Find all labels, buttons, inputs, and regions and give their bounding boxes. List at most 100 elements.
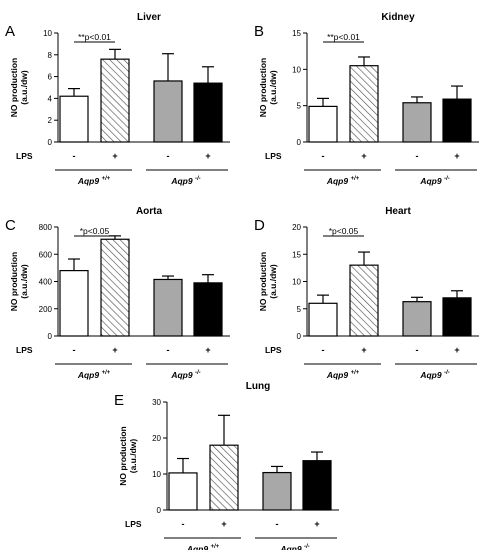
- y-tick-label: 30: [152, 398, 161, 407]
- genotype-label-ko: Aqp9 -/-: [419, 370, 449, 380]
- significance-label: *p<0.05: [329, 226, 359, 236]
- treatment-label: -: [73, 345, 76, 355]
- significance-label: **p<0.01: [78, 32, 111, 42]
- genotype-label-wt: Aqp9 +/+: [77, 176, 111, 186]
- treatment-label: +: [112, 345, 117, 355]
- treatment-label: -: [167, 345, 170, 355]
- panel-letter: C: [5, 217, 16, 234]
- genotype-label-ko: Aqp9 -/-: [279, 544, 309, 550]
- genotype-label-wt: Aqp9 +/+: [77, 370, 111, 380]
- y-tick-label: 10: [292, 278, 301, 287]
- treatment-label: +: [205, 151, 210, 161]
- significance-label: **p<0.01: [327, 32, 360, 42]
- panel-liver: A Liver NO production(a.u./dw) 0 2 4 6 8 10 **p<0…: [5, 12, 230, 186]
- bar: [153, 278, 183, 337]
- y-tick-label: 10: [292, 65, 301, 74]
- y-tick-label: 0: [297, 138, 302, 147]
- bar: [442, 297, 472, 337]
- panel-title: Heart: [385, 206, 411, 217]
- treatment-label: -: [322, 151, 325, 161]
- panel-title: Liver: [137, 12, 161, 23]
- treatment-label: -: [167, 151, 170, 161]
- bar: [59, 95, 89, 143]
- treatment-label: -: [416, 345, 419, 355]
- bar: [349, 65, 379, 143]
- treatment-label: +: [361, 345, 366, 355]
- genotype-label-ko: Aqp9 -/-: [170, 370, 200, 380]
- panel-aorta: C Aorta NO production(a.u./dw) 0 200 400 600 80…: [5, 206, 230, 380]
- y-tick-label: 4: [48, 94, 53, 103]
- y-axis-label: NO production(a.u./dw): [9, 252, 29, 312]
- y-tick-label: 2: [48, 116, 53, 125]
- panel-title: Aorta: [136, 206, 163, 217]
- y-tick-label: 15: [292, 29, 301, 38]
- y-tick-label: 0: [48, 138, 53, 147]
- treatment-label: +: [314, 519, 319, 529]
- y-tick-label: 6: [48, 73, 53, 82]
- bar: [168, 472, 198, 511]
- y-tick-label: 200: [39, 305, 53, 314]
- y-tick-label: 10: [152, 470, 161, 479]
- lps-label: LPS: [265, 345, 282, 355]
- treatment-label: -: [416, 151, 419, 161]
- treatment-label: +: [205, 345, 210, 355]
- bar: [153, 80, 183, 143]
- panel-heart: D Heart NO production(a.u./dw) 0 5 10 15 20 *p<0…: [254, 206, 479, 380]
- y-tick-label: 10: [43, 29, 52, 38]
- genotype-label-ko: Aqp9 -/-: [170, 176, 200, 186]
- y-tick-label: 0: [157, 506, 162, 515]
- lps-label: LPS: [265, 151, 282, 161]
- bar: [302, 460, 332, 511]
- panel-letter: E: [114, 392, 124, 409]
- y-axis-label: NO production(a.u./dw): [258, 58, 278, 118]
- panel-lung: E Lung NO production(a.u./dw) 0 10 20 30 LPS - + -…: [114, 381, 339, 550]
- significance-label: *p<0.05: [80, 226, 110, 236]
- treatment-label: -: [73, 151, 76, 161]
- genotype-label-wt: Aqp9 +/+: [326, 370, 360, 380]
- bar: [193, 282, 223, 337]
- y-tick-label: 0: [48, 332, 53, 341]
- bar: [193, 82, 223, 143]
- panel-kidney: B Kidney NO production(a.u./dw) 0 5 10 15 **p<0…: [254, 12, 479, 186]
- panel-title: Kidney: [381, 12, 415, 23]
- genotype-label-wt: Aqp9 +/+: [326, 176, 360, 186]
- y-tick-label: 5: [297, 102, 302, 111]
- genotype-label-wt: Aqp9 +/+: [186, 544, 220, 550]
- bar: [402, 301, 432, 337]
- panel-letter: B: [254, 23, 264, 40]
- y-tick-label: 5: [297, 305, 302, 314]
- treatment-label: +: [361, 151, 366, 161]
- bar: [100, 238, 130, 337]
- bar: [59, 270, 89, 337]
- y-tick-label: 800: [39, 223, 53, 232]
- bar: [308, 302, 338, 337]
- bar: [262, 471, 292, 511]
- lps-label: LPS: [16, 151, 33, 161]
- y-axis-label: NO production(a.u./dw): [9, 58, 29, 118]
- treatment-label: -: [276, 519, 279, 529]
- bar: [402, 102, 432, 143]
- bar: [442, 98, 472, 143]
- y-tick-label: 400: [39, 278, 53, 287]
- bar: [308, 105, 338, 143]
- y-axis-label: NO production(a.u./dw): [118, 426, 138, 486]
- treatment-label: +: [454, 151, 459, 161]
- treatment-label: -: [322, 345, 325, 355]
- panel-letter: D: [254, 217, 265, 234]
- treatment-label: +: [221, 519, 226, 529]
- y-tick-label: 20: [292, 223, 301, 232]
- bar: [349, 264, 379, 337]
- y-tick-label: 15: [292, 250, 301, 259]
- panel-title: Lung: [246, 381, 270, 392]
- treatment-label: +: [454, 345, 459, 355]
- panel-letter: A: [5, 23, 15, 40]
- y-tick-label: 8: [48, 51, 53, 60]
- y-tick-label: 0: [297, 332, 302, 341]
- lps-label: LPS: [16, 345, 33, 355]
- lps-label: LPS: [125, 519, 142, 529]
- bar: [100, 58, 130, 143]
- y-tick-label: 20: [152, 434, 161, 443]
- y-tick-label: 600: [39, 250, 53, 259]
- genotype-label-ko: Aqp9 -/-: [419, 176, 449, 186]
